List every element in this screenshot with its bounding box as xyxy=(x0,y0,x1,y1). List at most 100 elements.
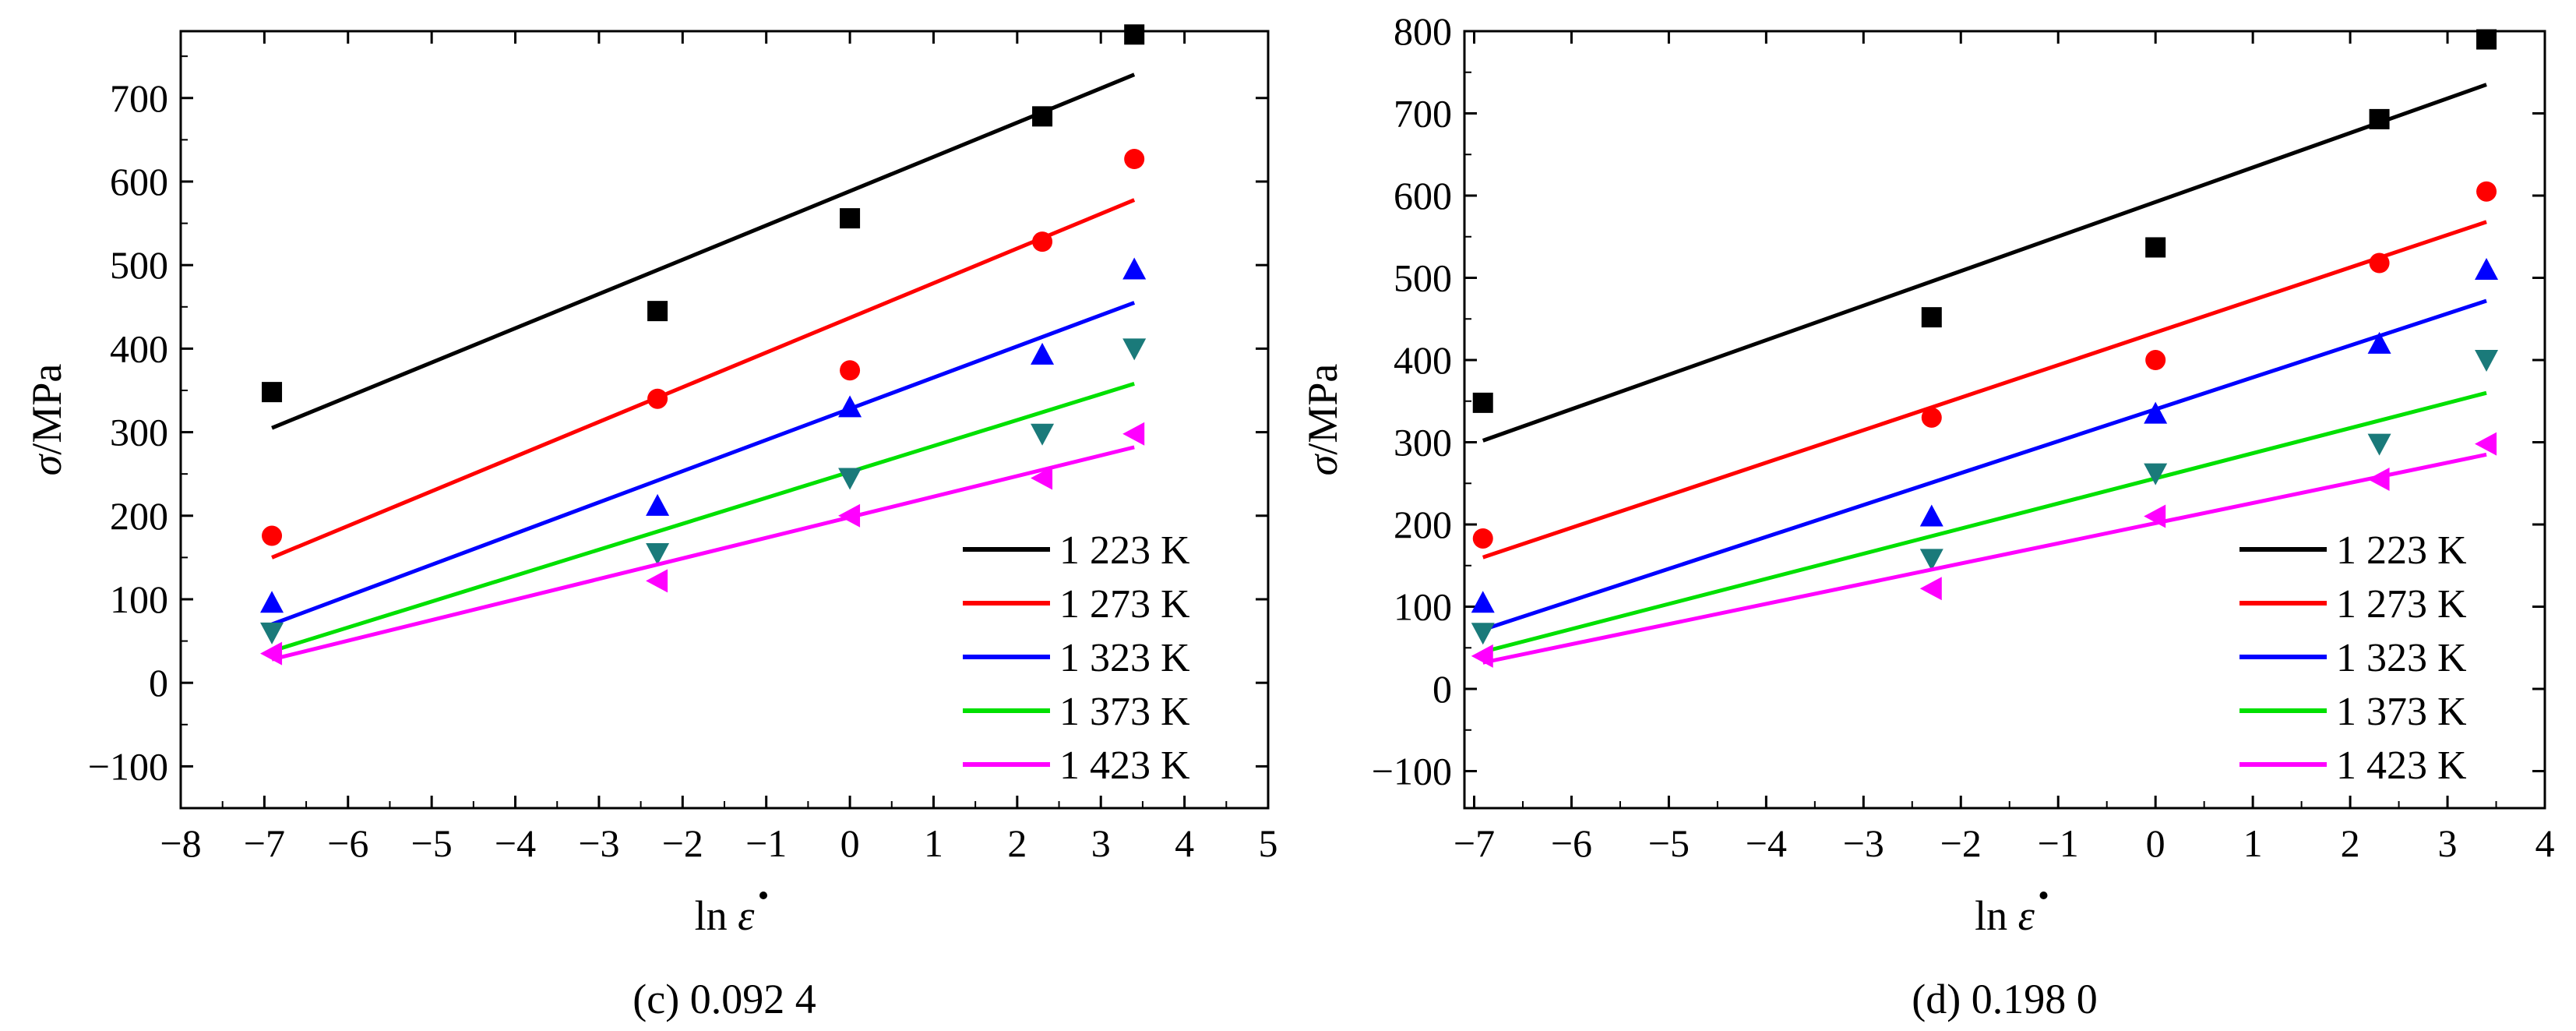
data-point xyxy=(260,591,284,613)
fit-line xyxy=(271,72,1136,430)
data-point xyxy=(1032,231,1053,252)
series-1-223-K xyxy=(1472,29,2497,443)
x-axis-title: ln ε xyxy=(1975,892,2035,939)
x-tick-label: 1 xyxy=(924,821,943,865)
fit-line xyxy=(271,445,1135,662)
panel-caption: (d) 0.198 0 xyxy=(1912,976,2097,1022)
data-point xyxy=(1919,577,1942,601)
x-tick-label: −6 xyxy=(327,821,368,865)
data-point xyxy=(1471,591,1495,613)
legend: 1 223 K 1 273 K 1 323 K 1 373 K 1 423 K xyxy=(2239,528,2467,788)
data-point xyxy=(2476,29,2497,50)
y-tick-label: 400 xyxy=(1394,338,1452,382)
legend-label: 1 273 K xyxy=(2336,582,2467,627)
x-tick-label: −1 xyxy=(2038,821,2079,865)
legend-label: 1 373 K xyxy=(1059,690,1190,734)
fit-line xyxy=(1482,83,2487,443)
y-axis-symbol: σ xyxy=(1299,453,1346,475)
y-axis-title: σ/MPa xyxy=(1299,364,1346,476)
data-point xyxy=(1031,423,1055,446)
y-tick-label: 800 xyxy=(1394,9,1452,53)
x-tick-label: −4 xyxy=(1746,821,1787,865)
y-tick-label: 700 xyxy=(110,76,168,120)
data-point xyxy=(1472,392,1493,413)
data-point xyxy=(1031,342,1055,365)
fit-line xyxy=(271,301,1136,627)
data-point xyxy=(1031,466,1053,490)
data-point xyxy=(1122,257,1147,280)
legend-label: 1 223 K xyxy=(2336,528,2467,573)
y-tick-label: 100 xyxy=(110,577,168,621)
x-tick-label: 4 xyxy=(2535,821,2555,865)
x-tick-label: −3 xyxy=(578,821,619,865)
fit-line xyxy=(1482,390,2487,654)
data-point xyxy=(262,525,283,546)
fit-line xyxy=(1482,298,2487,632)
data-point xyxy=(2367,467,2390,491)
series-1-273-K xyxy=(262,149,1145,560)
fit-line xyxy=(271,382,1135,653)
y-tick-label: 100 xyxy=(1394,585,1452,629)
plot-frame xyxy=(1463,30,2546,810)
x-tick-label: −5 xyxy=(1648,821,1690,865)
x-tick-label: 1 xyxy=(2243,821,2263,865)
x-axis-symbol: ε xyxy=(2018,892,2035,939)
x-tick-label: 2 xyxy=(1007,821,1027,865)
y-tick-label: 0 xyxy=(149,661,168,704)
data-point xyxy=(2145,350,2166,371)
data-point xyxy=(646,569,668,593)
x-tick-label: −6 xyxy=(1551,821,1592,865)
legend-label: 1 323 K xyxy=(1059,636,1190,680)
data-point xyxy=(260,622,284,644)
strain-rate-dot xyxy=(759,892,767,899)
series-1-323-K xyxy=(260,257,1147,627)
x-tick-label: −2 xyxy=(662,821,703,865)
data-point xyxy=(647,388,668,409)
x-axis-ln: ln xyxy=(695,892,738,939)
y-tick-label: 0 xyxy=(1432,667,1452,711)
y-axis-symbol: σ xyxy=(23,453,70,475)
legend-label: 1 323 K xyxy=(2336,636,2467,680)
data-point xyxy=(1124,149,1145,170)
x-tick-label: −7 xyxy=(1454,821,1495,865)
data-point xyxy=(2367,433,2391,456)
y-axis-title: σ/MPa xyxy=(23,364,70,476)
y-tick-label: 600 xyxy=(1394,174,1452,217)
series-1-373-K xyxy=(260,338,1147,653)
x-tick-label: −8 xyxy=(160,821,201,865)
series-1-423-K xyxy=(1471,432,2497,668)
chart-panel-d: −7 −6 −5 −4 −3 −2 −1 0 1 2 3 4 −100 0 100 200 300 400 500 6… xyxy=(1299,9,2555,1022)
data-point xyxy=(647,301,668,322)
data-point xyxy=(1122,338,1147,361)
series-1-223-K xyxy=(262,24,1145,430)
x-axis-symbol: ε xyxy=(738,892,755,939)
y-tick-label: 300 xyxy=(110,411,168,454)
x-tick-label: −2 xyxy=(1940,821,1982,865)
chart-panel-c: −8 −7 −6 −5 −4 −3 −2 −1 0 1 2 3 4 5 −100 0 100 200 300 400 5… xyxy=(23,24,1278,1022)
x-tick-label: 0 xyxy=(2146,821,2165,865)
series-1-273-K xyxy=(1472,181,2497,560)
legend-label: 1 273 K xyxy=(1059,582,1190,627)
data-point xyxy=(1472,528,1493,549)
x-tick-label: 0 xyxy=(840,821,860,865)
data-point xyxy=(2145,237,2166,258)
data-point xyxy=(2475,350,2499,373)
y-tick-label: 200 xyxy=(110,494,168,538)
x-tick-label: 3 xyxy=(2438,821,2458,865)
data-point xyxy=(1919,549,1943,571)
y-tick-label: 600 xyxy=(110,160,168,203)
series-1-373-K xyxy=(1471,350,2499,654)
strain-rate-dot xyxy=(2039,892,2048,899)
data-point xyxy=(646,493,670,516)
data-point xyxy=(2144,463,2168,485)
data-point xyxy=(2369,252,2390,274)
data-point xyxy=(2367,331,2391,354)
series-1-323-K xyxy=(1471,257,2499,632)
y-axis-unit: /MPa xyxy=(23,364,70,455)
y-tick-label: −100 xyxy=(88,744,168,788)
x-tick-label: −7 xyxy=(244,821,285,865)
data-point xyxy=(260,641,283,666)
data-point xyxy=(646,543,670,566)
data-point xyxy=(1471,644,1493,668)
